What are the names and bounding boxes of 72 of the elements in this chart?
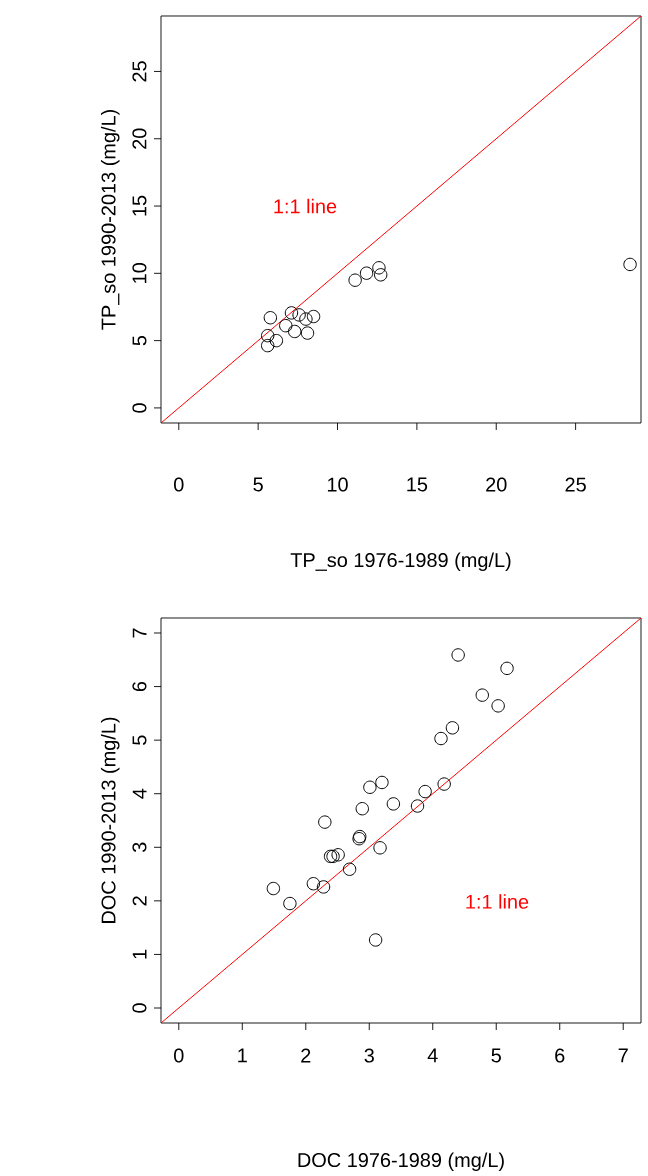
y-tick-label: 5: [132, 335, 147, 346]
x-tick-label: 15: [407, 477, 428, 492]
x-tick-label: 7: [618, 1048, 628, 1063]
point: [623, 257, 637, 272]
point: [306, 877, 321, 891]
annotation: 1:1 line: [274, 198, 337, 214]
x-tick-label: 4: [427, 1048, 438, 1063]
point: [348, 273, 362, 287]
point: [386, 797, 401, 811]
x-tick-label: 6: [555, 1048, 565, 1063]
point: [434, 731, 448, 746]
x-tick-label: 5: [491, 1048, 501, 1063]
point: [263, 311, 278, 325]
y-tick-label: 0: [132, 1003, 147, 1013]
point: [500, 661, 514, 676]
x-tick-label: 0: [174, 1048, 184, 1063]
x-tick-label: 25: [565, 477, 586, 492]
y-tick-label: 1: [132, 949, 147, 959]
annotation: 1:1 line: [466, 894, 529, 909]
x-tick-label: 20: [486, 477, 507, 492]
point: [287, 324, 302, 339]
point: [284, 306, 299, 320]
x-tick-label: 0: [174, 477, 184, 492]
y-tick-label: 7: [132, 628, 147, 638]
point: [299, 312, 313, 326]
point: [375, 775, 389, 790]
point: [279, 318, 293, 333]
point: [300, 326, 315, 340]
x-tick-label: 10: [327, 477, 348, 492]
point: [266, 881, 281, 896]
point: [292, 308, 306, 322]
point: [306, 309, 321, 324]
point: [359, 266, 374, 280]
point: [331, 848, 345, 862]
point: [368, 933, 383, 947]
x-tick-label: 3: [364, 1048, 374, 1063]
y-tick-label: 2: [132, 896, 147, 906]
y-tick-label: 5: [132, 735, 147, 745]
y-axis-title: TP_so 1990-2013 (mg/L): [100, 110, 120, 330]
y-tick-label: 25: [132, 61, 147, 82]
point: [342, 862, 357, 876]
y-tick-label: 15: [132, 195, 147, 216]
point: [437, 777, 451, 791]
point: [475, 688, 489, 702]
x-tick-label: 1: [238, 1048, 247, 1063]
point: [283, 896, 297, 911]
point: [451, 648, 465, 662]
x-tick-label: 5: [253, 477, 263, 492]
point: [373, 841, 387, 855]
point: [260, 338, 275, 353]
point: [491, 699, 505, 713]
point: [445, 721, 460, 735]
point: [318, 815, 332, 829]
point: [410, 799, 425, 813]
y-tick-label: 6: [132, 681, 147, 692]
point: [316, 880, 331, 894]
point: [418, 784, 432, 799]
y-tick-label: 4: [132, 788, 147, 799]
y-tick-label: 3: [132, 842, 147, 853]
y-tick-label: 0: [132, 403, 147, 413]
point: [363, 780, 377, 794]
x-axis-title: DOC 1976-1989 (mg/L): [298, 1152, 504, 1172]
y-tick-label: 20: [132, 128, 147, 149]
point: [269, 333, 284, 348]
point: [373, 268, 388, 282]
y-axis-title: DOC 1990-2013 (mg/L): [100, 717, 120, 923]
point: [355, 802, 369, 816]
y-tick-label: 10: [132, 263, 147, 283]
point: [260, 328, 275, 343]
point: [372, 261, 386, 275]
x-axis-title: TP_so 1976-1989 (mg/L): [290, 552, 511, 572]
x-tick-label: 2: [301, 1048, 311, 1063]
